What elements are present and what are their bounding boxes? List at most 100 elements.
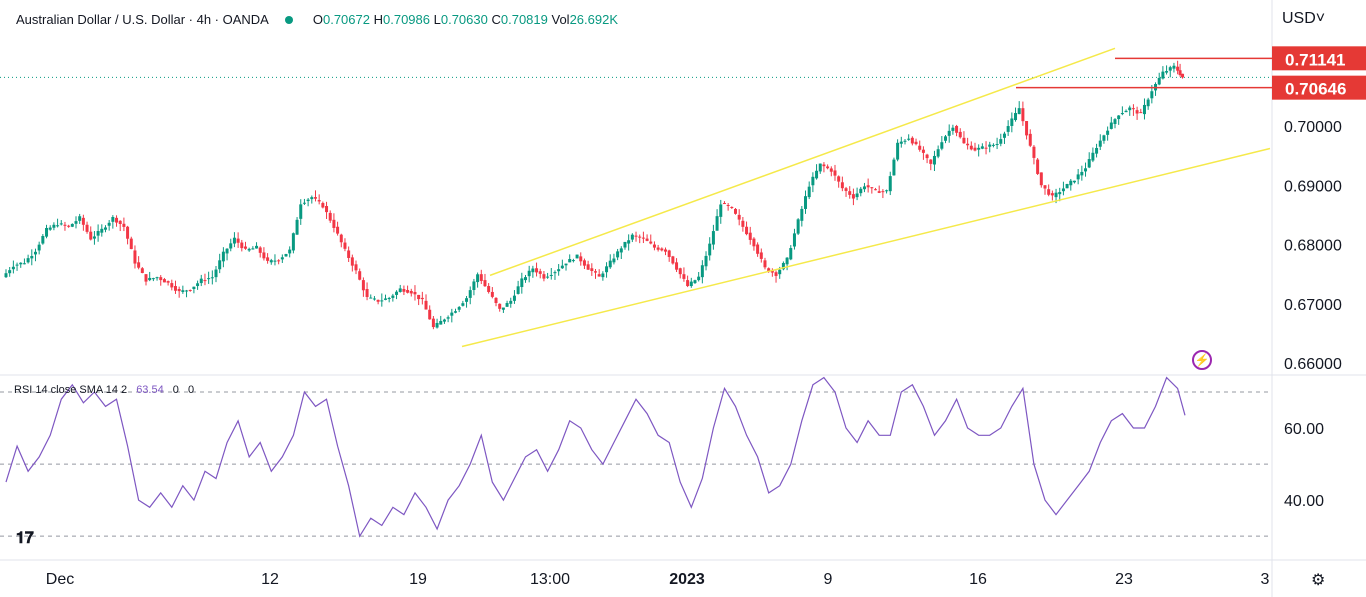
candle-body [664,249,668,252]
candle-body [815,170,819,179]
candle-body [955,125,959,133]
currency-selector[interactable]: USD˅ [1282,10,1326,27]
candle-body [1146,99,1150,107]
rsi-title[interactable]: RSI 14 close SMA 14 2 [14,384,128,396]
candle-body [111,217,115,222]
tradingview-logo-icon[interactable]: 𝟏𝟕 [16,530,34,547]
candle-body [236,238,240,243]
candle-body [361,280,365,291]
candle-body [741,220,745,227]
candle-body [81,217,85,225]
candle-body [1095,147,1099,154]
candle-body [350,257,354,266]
candle-body [807,186,811,198]
candle-body [1069,180,1073,186]
time-tick-label: Dec [46,571,74,588]
candle-body [1161,71,1165,79]
chart-header: Australian Dollar / U.S. Dollar · 4h · O… [16,12,618,27]
candle-body [641,237,645,239]
candle-body [1050,193,1054,196]
volume-value: 26.692K [569,12,619,27]
rsi-value: 63.54 [136,384,164,396]
candle-body [564,263,568,266]
candle-body [365,289,369,297]
candle-body [424,300,428,310]
candle-body [59,223,63,225]
low-value: 0.70630 [440,12,488,27]
candle-body [988,144,992,147]
symbol-title[interactable]: Australian Dollar / U.S. Dollar · 4h · O… [16,12,269,27]
time-tick-label: 9 [824,571,833,588]
level-label: 0.70646 [1285,80,1346,99]
candle-body [1150,91,1154,99]
candle-body [962,137,966,144]
rsi-extra-2: 0 [187,384,195,396]
candle-body [804,196,808,209]
candle-body [30,256,34,259]
candle-body [122,223,126,227]
candle-body [103,227,107,230]
candle-body [494,297,498,304]
candle-body [240,242,244,249]
candle-body [608,260,612,268]
candle-body [203,280,207,282]
candle-body [166,281,170,283]
candle-body [722,203,726,205]
level-label: 0.71141 [1285,50,1346,69]
candle-body [85,224,89,232]
rsi-tick-label: 40.00 [1284,493,1324,510]
candle-body [313,197,317,199]
candle-body [675,262,679,270]
candle-body [280,257,284,260]
candle-body [940,142,944,149]
candle-body [759,252,763,259]
candle-body [306,199,310,202]
candle-body [1087,159,1091,168]
candle-body [214,269,218,278]
price-tick-label: 0.69000 [1284,178,1342,195]
candle-body [557,269,561,272]
candle-body [1139,112,1143,114]
flash-icon[interactable]: ⚡ [1192,350,1212,370]
candle-body [1128,107,1132,111]
candle-body [505,303,509,307]
candle-body [255,245,259,249]
candle-body [383,298,387,300]
candle-body [229,243,233,249]
candle-body [468,290,472,298]
candle-body [826,166,830,169]
candle-body [446,317,450,319]
candle-body [977,147,981,150]
candle-body [903,140,907,142]
candle-body [859,188,863,194]
gear-icon[interactable]: ⚙ [1311,572,1326,589]
candle-body [689,281,693,287]
candle-body [586,264,590,270]
candle-body [1172,65,1176,69]
candle-body [1021,108,1025,122]
candle-body [870,187,874,189]
candle-body [70,223,74,227]
candle-body [129,238,133,250]
candle-body [1080,171,1084,176]
candle-body [1014,113,1018,121]
candle-body [1113,119,1117,124]
candle-body [932,155,936,165]
candle-body [1028,133,1032,146]
candle-body [1047,189,1051,195]
candle-body [387,298,391,300]
candle-body [910,137,914,144]
price-tick-label: 0.68000 [1284,238,1342,255]
candle-body [634,235,638,237]
candle-body [78,216,82,221]
candle-body [770,270,774,273]
candle-body [461,303,465,306]
candle-body [1032,146,1036,158]
candle-body [571,260,575,262]
candle-body [74,221,78,224]
candle-body [951,127,955,131]
candle-body [89,231,93,240]
candle-body [1181,73,1185,78]
candle-body [435,322,439,328]
